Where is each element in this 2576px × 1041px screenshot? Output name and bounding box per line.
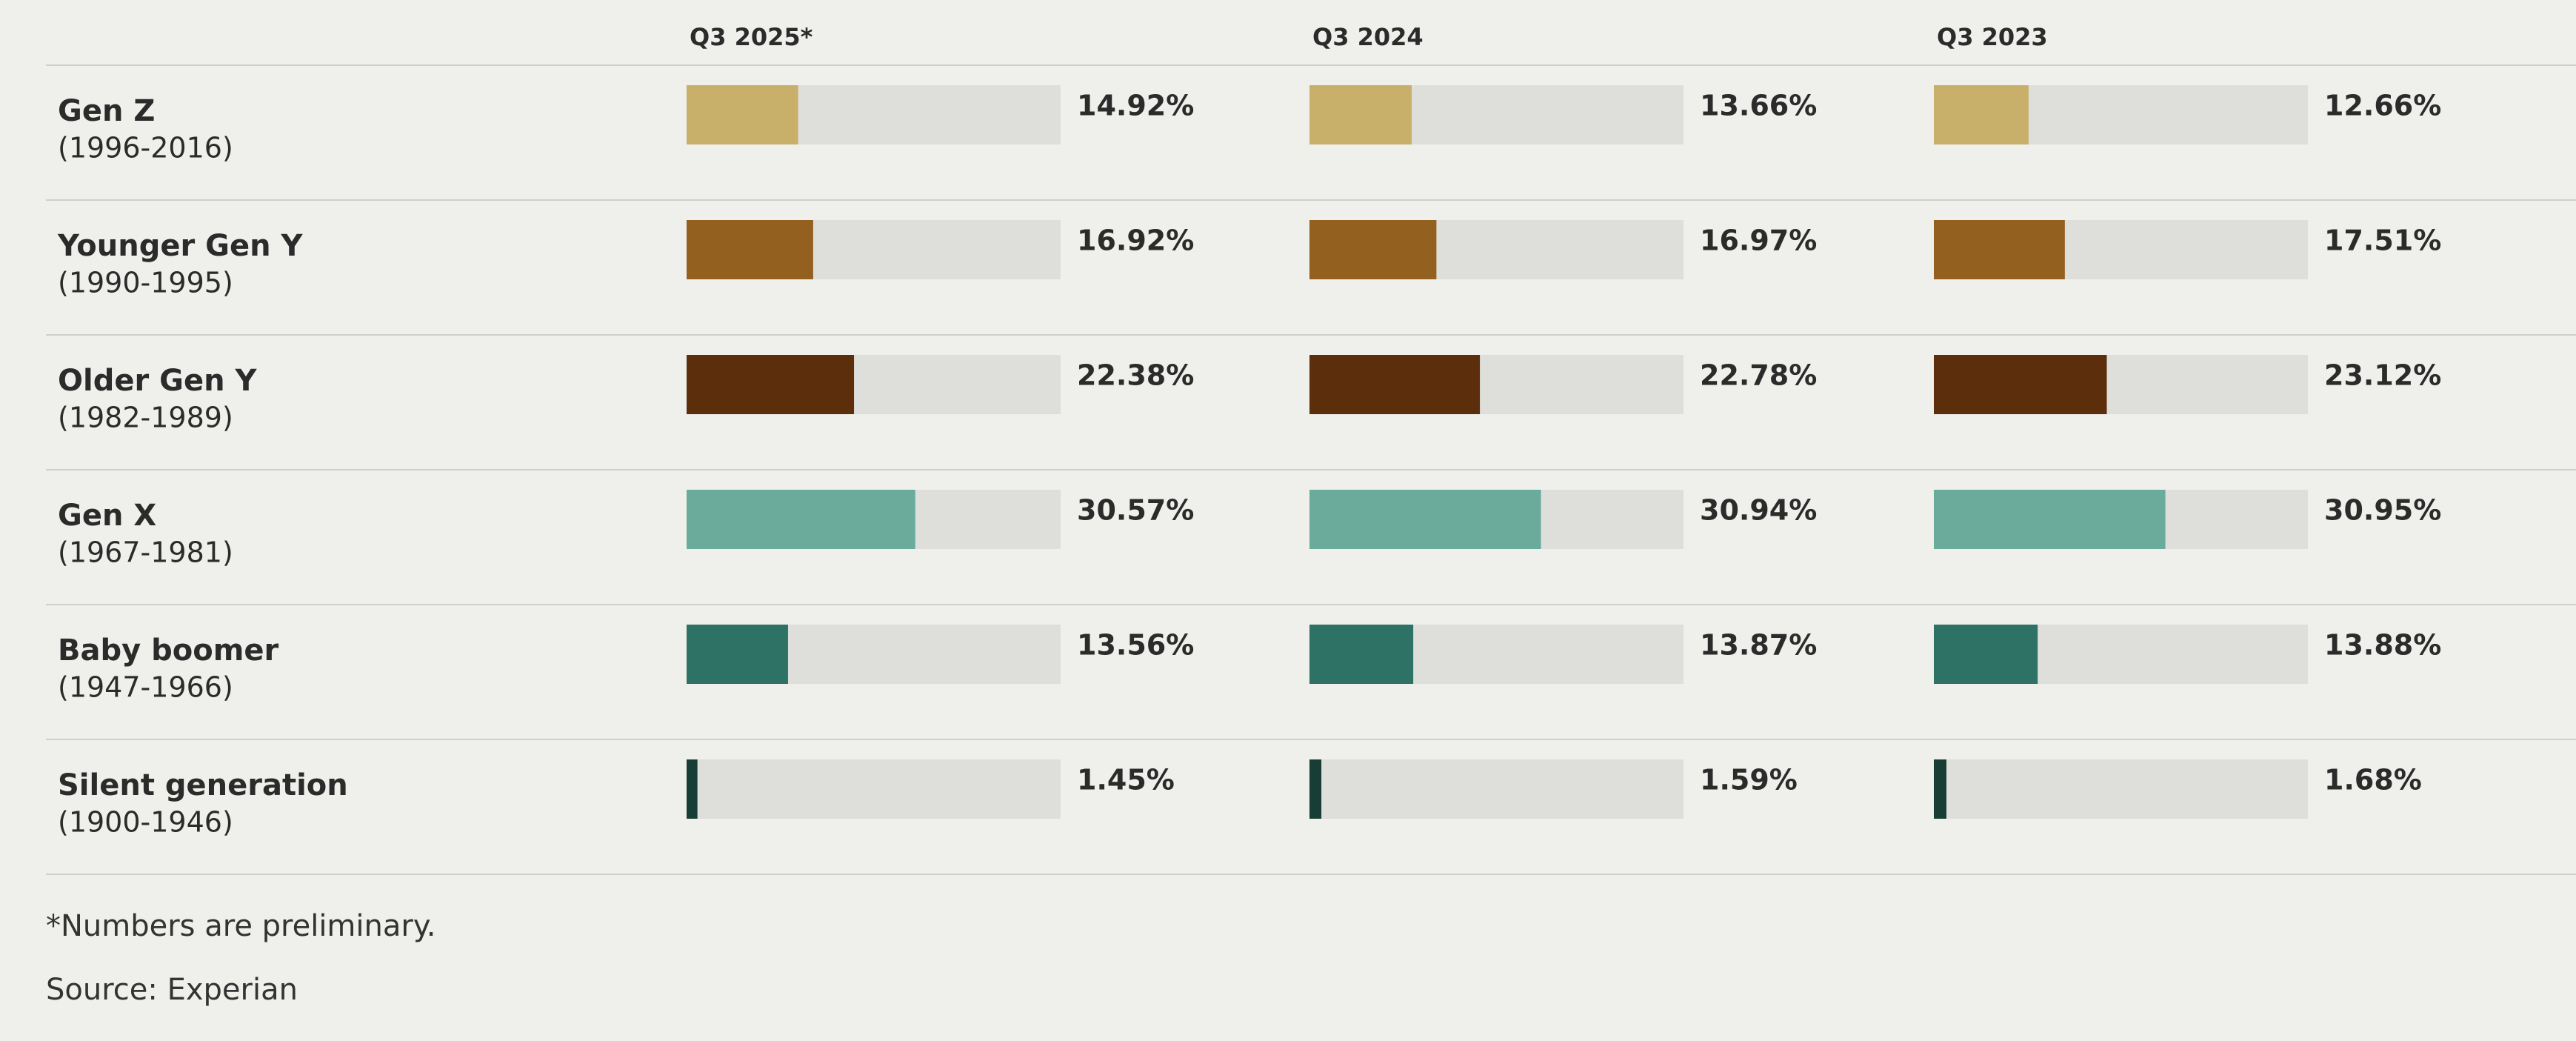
bar: [1309, 355, 1481, 414]
footnote: *Numbers are preliminary.: [46, 909, 436, 943]
category-years: (1996-2016): [58, 132, 233, 164]
value-label: 13.66%: [1700, 90, 1817, 122]
value-label: 16.92%: [1077, 225, 1194, 257]
source: Source: Experian: [46, 973, 298, 1007]
value-label: 23.12%: [2324, 359, 2441, 392]
category-years: (1967-1981): [58, 536, 233, 569]
bar: [687, 759, 698, 819]
value-label: 13.88%: [2324, 629, 2441, 662]
value-label: 1.59%: [1700, 764, 1798, 796]
bar: [1309, 85, 1412, 144]
bar: [687, 85, 798, 144]
bar: [1934, 490, 2166, 549]
bar: [1934, 85, 2029, 144]
value-label: 30.57%: [1077, 494, 1194, 527]
bar: [1934, 355, 2107, 414]
column-header: Q3 2025*: [690, 23, 813, 51]
bar: [687, 355, 855, 414]
value-label: 1.45%: [1077, 764, 1175, 796]
category-years: (1990-1995): [58, 267, 233, 299]
value-label: 1.68%: [2324, 764, 2422, 796]
value-label: 12.66%: [2324, 90, 2441, 122]
value-label: 22.78%: [1700, 359, 1817, 392]
bar: [1934, 759, 1946, 819]
bar: [687, 625, 788, 684]
bar: [1309, 220, 1437, 279]
bar: [1934, 625, 2038, 684]
value-label: 30.95%: [2324, 494, 2441, 527]
column-header: Q3 2024: [1312, 23, 1424, 51]
value-label: 13.56%: [1077, 629, 1194, 662]
value-label: 13.87%: [1700, 629, 1817, 662]
value-label: 16.97%: [1700, 225, 1817, 257]
category-label: Baby boomer: [58, 633, 279, 668]
column-header: Q3 2023: [1937, 23, 2048, 51]
bar: [1934, 220, 2065, 279]
bar: [1309, 759, 1322, 819]
category-label: Younger Gen Y: [57, 229, 304, 263]
value-label: 22.38%: [1077, 359, 1194, 392]
category-years: (1900-1946): [58, 806, 233, 839]
category-label: Gen Z: [58, 94, 155, 128]
category-years: (1947-1966): [58, 671, 233, 704]
bar-track: [687, 759, 1061, 819]
bar: [1309, 490, 1541, 549]
bar: [687, 220, 813, 279]
category-label: Older Gen Y: [58, 364, 257, 398]
value-label: 17.51%: [2324, 225, 2441, 257]
bar-track: [1934, 759, 2308, 819]
value-label: 30.94%: [1700, 494, 1817, 527]
value-label: 14.92%: [1077, 90, 1194, 122]
category-label: Gen X: [58, 499, 156, 533]
bar-track: [1309, 759, 1684, 819]
category-years: (1982-1989): [58, 402, 233, 434]
bar: [1309, 625, 1414, 684]
bar: [687, 490, 915, 549]
category-label: Silent generation: [58, 768, 348, 802]
